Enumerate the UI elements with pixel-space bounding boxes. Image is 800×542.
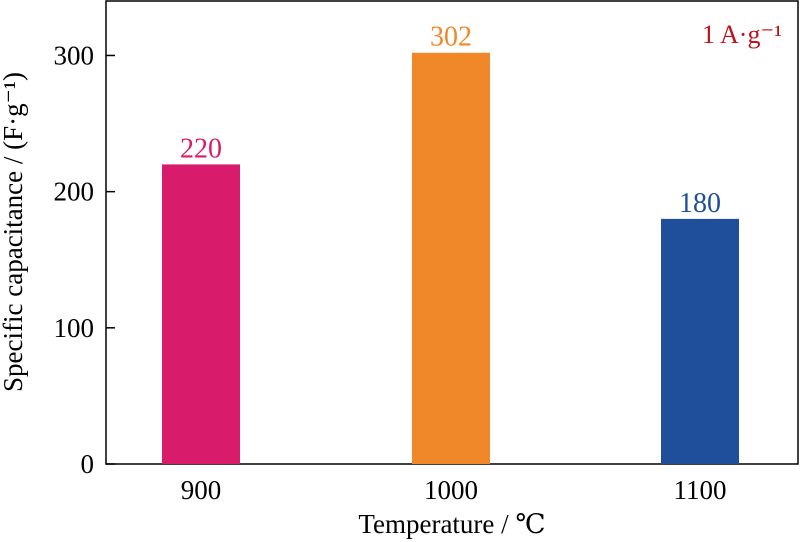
x-axis-title: Temperature / ℃ [358, 509, 545, 539]
y-tick-label: 200 [54, 177, 95, 207]
y-tick-label: 0 [81, 449, 95, 479]
bar-1000 [412, 52, 490, 464]
x-tick-label: 900 [181, 475, 222, 505]
x-axis-ticks: 900 1000 1100 [181, 455, 727, 505]
y-tick-label: 300 [54, 40, 95, 70]
y-axis-ticks: 0 100 200 300 [54, 40, 115, 479]
data-label-900: 220 [180, 133, 222, 164]
bar-900 [162, 164, 240, 465]
value-labels: 220 302 180 [180, 22, 721, 219]
bars [162, 52, 739, 465]
x-tick-label: 1100 [674, 475, 727, 505]
y-tick-label: 100 [54, 313, 95, 343]
data-label-1100: 180 [679, 188, 721, 219]
bar-1100 [661, 218, 739, 464]
x-tick-label: 1000 [424, 475, 478, 505]
data-label-1000: 302 [430, 22, 472, 53]
y-axis-title: Specific capacitance / (F·g⁻¹) [0, 72, 28, 392]
annotation-current-density: 1 A·g⁻¹ [702, 20, 782, 49]
